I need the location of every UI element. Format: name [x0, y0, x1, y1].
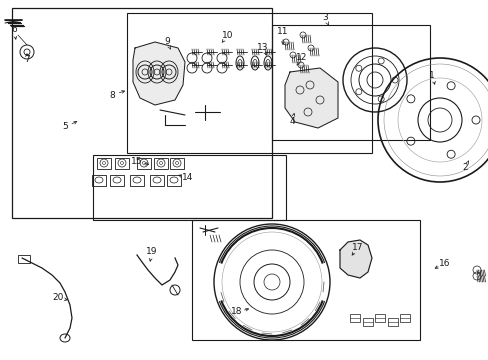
Bar	[192, 220, 419, 340]
Text: 19: 19	[146, 248, 158, 256]
Bar	[349, 314, 359, 322]
Text: 2: 2	[461, 163, 467, 172]
Bar	[399, 314, 409, 322]
Bar	[93, 155, 285, 220]
Bar	[127, 13, 371, 153]
Bar	[137, 158, 151, 169]
Bar	[18, 255, 30, 263]
Text: 5: 5	[62, 122, 68, 131]
Polygon shape	[133, 42, 184, 105]
Text: 14: 14	[182, 174, 193, 183]
Bar	[130, 175, 143, 186]
Text: 16: 16	[438, 258, 450, 267]
Bar	[110, 175, 124, 186]
Text: 20: 20	[52, 293, 63, 302]
Text: 12: 12	[296, 54, 307, 63]
Bar	[92, 175, 106, 186]
Text: 13: 13	[257, 44, 268, 53]
Text: 15: 15	[131, 157, 142, 166]
Text: 4: 4	[288, 117, 294, 126]
Text: 17: 17	[351, 243, 363, 252]
Text: 11: 11	[277, 27, 288, 36]
Bar	[12, 8, 271, 218]
Text: 1: 1	[428, 71, 434, 80]
Text: 10: 10	[222, 31, 233, 40]
Polygon shape	[285, 68, 337, 128]
Text: 18: 18	[231, 307, 242, 316]
Text: 8: 8	[109, 90, 115, 99]
Bar	[150, 175, 163, 186]
Bar	[115, 158, 129, 169]
Bar	[387, 318, 397, 326]
Text: 3: 3	[322, 13, 327, 22]
Text: 6: 6	[11, 26, 17, 35]
Bar	[97, 158, 111, 169]
Bar	[167, 175, 181, 186]
Bar	[170, 158, 183, 169]
Bar	[362, 318, 372, 326]
Text: 9: 9	[164, 37, 169, 46]
Polygon shape	[339, 240, 371, 278]
Text: 7: 7	[24, 55, 30, 64]
Bar	[271, 25, 429, 140]
Bar	[154, 158, 168, 169]
Bar	[374, 314, 384, 322]
